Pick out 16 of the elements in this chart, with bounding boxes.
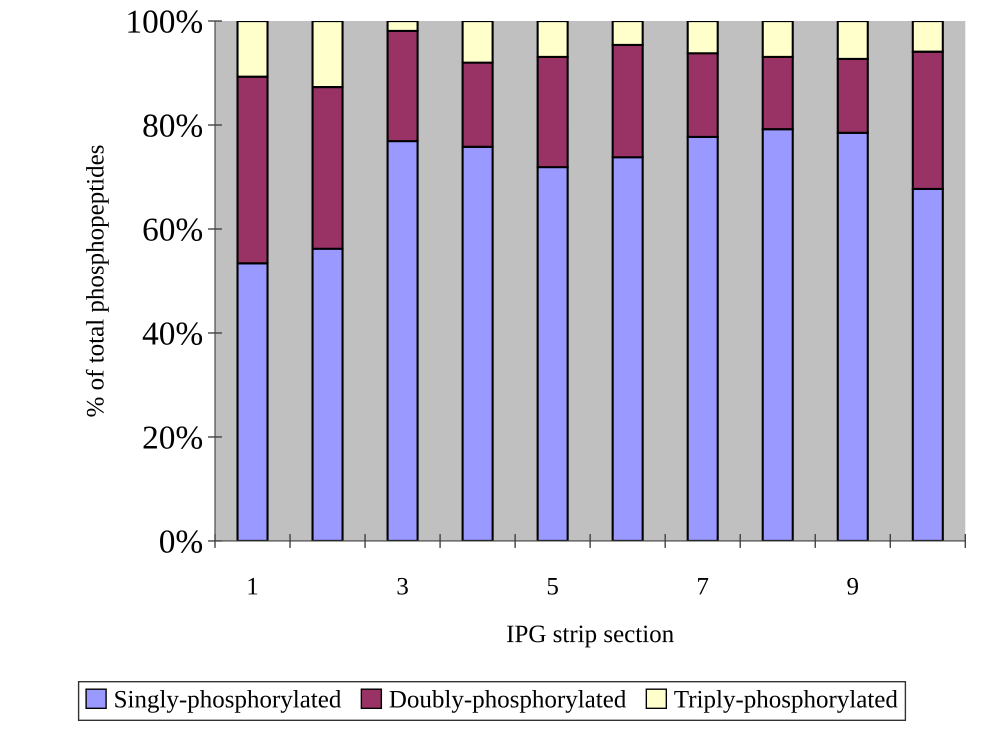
x-tick-label: 9 xyxy=(847,578,858,595)
y-tick-label: 100% xyxy=(128,10,202,34)
legend-label: Doubly-phosphorylated xyxy=(390,690,626,713)
y-tick-label: 60% xyxy=(144,218,202,241)
y-tick-label: 20% xyxy=(144,426,202,449)
legend-label: Triply-phosphorylated xyxy=(674,690,898,713)
x-tick-label: 7 xyxy=(698,578,708,594)
x-tick-label: 5 xyxy=(548,578,558,595)
legend-label: Singly-phosphorylated xyxy=(115,690,342,713)
y-tick-label: 40% xyxy=(142,322,202,345)
y-axis-title: % of total phosphopeptides xyxy=(86,145,109,417)
x-tick-label: 3 xyxy=(398,578,408,595)
y-tick-label: 80% xyxy=(143,114,202,138)
y-tick-label: 0% xyxy=(160,530,202,553)
x-tick-label: 1 xyxy=(248,578,258,594)
x-axis-title: IPG strip section xyxy=(507,626,674,648)
